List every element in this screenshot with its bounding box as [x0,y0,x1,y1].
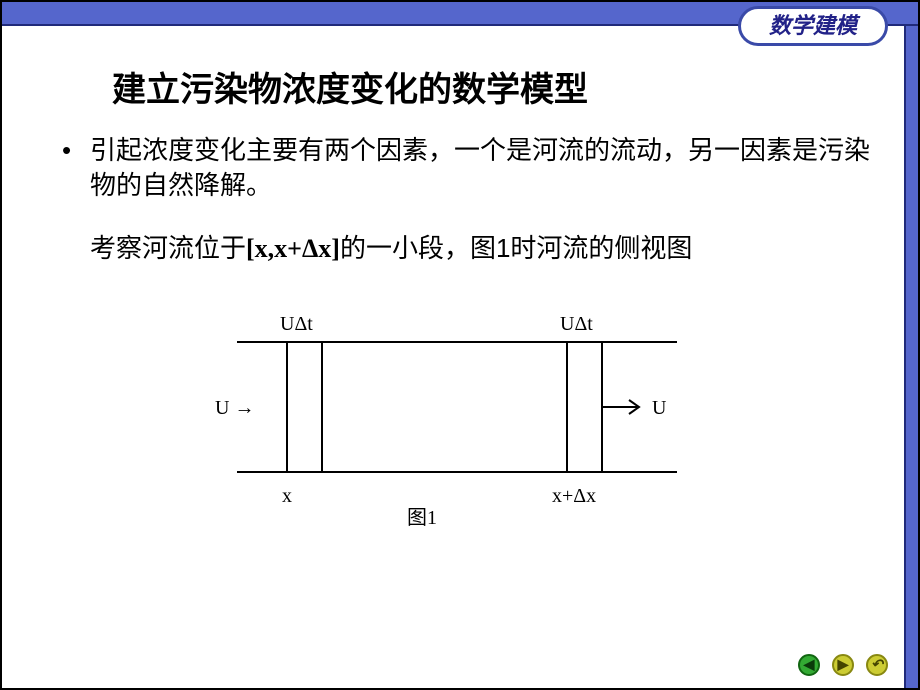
label-flow-left: U → [215,397,254,419]
prev-button[interactable]: ◀ [798,654,820,676]
paragraph-1-text: 引起浓度变化主要有两个因素，一个是河流的流动，另一因素是污染物的自然降解。 [90,133,888,203]
skip-icon: ↶ [871,657,883,674]
label-x: x [282,485,292,507]
diagram-figure-1: UΔt UΔt U → U x x+Δx 图1 [177,302,717,542]
segment-notation: [x,x+Δx] [246,234,340,263]
next-icon: ▶ [838,657,849,674]
label-top-right: UΔt [560,313,593,335]
diagram-caption: 图1 [407,507,437,529]
content-area: 建立污染物浓度变化的数学模型 • 引起浓度变化主要有两个因素，一个是河流的流动，… [22,52,888,266]
header-tab: 数学建模 [738,6,888,46]
label-xdx: x+Δx [552,485,596,507]
next-button[interactable]: ▶ [832,654,854,676]
prev-icon: ◀ [804,657,815,674]
side-bar [904,26,918,688]
paragraph-2-pre: 考察河流位于 [90,233,246,263]
label-flow-right: U [652,397,667,419]
paragraph-2: 考察河流位于[x,x+Δx]的一小段，图1时河流的侧视图 [90,231,888,266]
label-top-left: UΔt [280,313,313,335]
diagram-svg: UΔt UΔt U → U x x+Δx 图1 [177,302,717,542]
skip-button[interactable]: ↶ [866,654,888,676]
paragraph-1: • 引起浓度变化主要有两个因素，一个是河流的流动，另一因素是污染物的自然降解。 [62,133,888,203]
page-title: 建立污染物浓度变化的数学模型 [112,62,888,111]
bullet-mark: • [62,133,90,203]
paragraph-2-post: 的一小段，图1时河流的侧视图 [340,233,692,263]
nav-controls: ◀ ▶ ↶ [798,654,888,676]
slide-root: 数学建模 建立污染物浓度变化的数学模型 • 引起浓度变化主要有两个因素，一个是河… [0,0,920,690]
